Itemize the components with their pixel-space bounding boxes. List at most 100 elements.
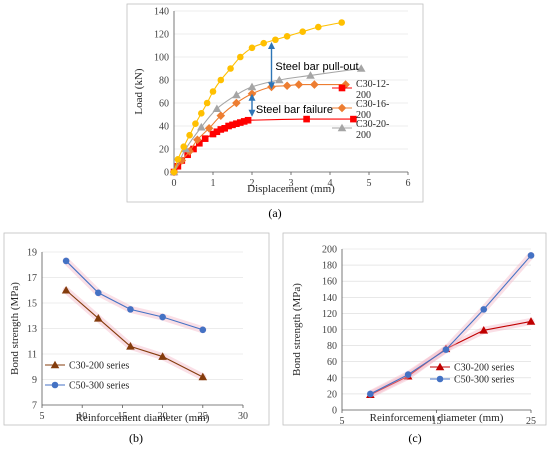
chart-c-series-1-point	[527, 252, 535, 259]
chart-a-y-axis-label: Load (kN)	[133, 68, 145, 114]
chart-c-y-tick-label: 200	[322, 245, 337, 256]
chart-b-y-tick-label: 17	[27, 273, 37, 284]
chart-a-series-3-point	[203, 99, 211, 107]
chart-a-series-0-point	[209, 130, 217, 138]
chart-c-x-tick-label: 5	[340, 416, 345, 427]
chart-a-series-3-point	[170, 168, 178, 176]
chart-b-series-1-point	[159, 313, 166, 321]
chart-a-y-tick-label: 140	[154, 7, 169, 18]
panel-a-frame	[126, 3, 424, 203]
chart-a-series-0-point	[303, 115, 310, 123]
chart-c-legend-1-swatch-marker	[436, 375, 444, 383]
chart-a-series-0-point	[196, 139, 203, 147]
chart-a-x-tick-label: 1	[211, 178, 216, 189]
chart-a-series-1-point	[216, 111, 226, 120]
chart-b-series-1-point	[62, 257, 70, 265]
chart-c-y-tick-label: 80	[327, 341, 337, 352]
chart-c-y-tick-label: 60	[327, 357, 337, 368]
chart-a-legend-2-label: C30-20-200	[356, 119, 389, 141]
chart-c-series-1-point	[404, 371, 412, 378]
chart-b-series-1-point	[127, 306, 134, 313]
panel-label-a: (a)	[268, 206, 281, 220]
chart-a-series-0-point	[240, 118, 248, 125]
chart-c-series-1-point	[367, 390, 374, 398]
chart-a-x-tick-label: 6	[406, 178, 411, 189]
chart-b-y-tick-label: 11	[27, 350, 37, 361]
chart-c-x-axis-label: Reinforcement diameter (mm)	[370, 412, 504, 424]
chart-a-legend-1-label: C30-16-200	[356, 99, 389, 121]
chart-c-x-tick-label: 25	[526, 416, 536, 427]
chart-b-x-tick-label: 5	[40, 411, 45, 422]
chart-a-series-2-point	[197, 122, 206, 131]
chart-b-x-tick-label: 10	[77, 411, 87, 422]
chart-b-legend-0-label: C30-200 series	[69, 361, 129, 372]
chart-a-series-1-point	[310, 80, 319, 89]
chart-a-series-3-point	[272, 36, 279, 44]
chart-a-series-0-point	[201, 135, 209, 142]
chart-a-series-0-point	[221, 125, 228, 132]
chart-c-series-1-point	[480, 306, 488, 313]
chart-a-legend-2-swatch-marker	[337, 123, 347, 132]
chart-a-series-2-point	[356, 64, 366, 72]
chart-a-series-1-point	[232, 98, 241, 108]
chart-b-x-tick-label: 30	[238, 411, 248, 422]
chart-b-x-tick-label: 20	[158, 411, 168, 422]
chart-a-series-3-point	[260, 39, 268, 47]
chart-a-series-3-point	[237, 53, 244, 61]
panel-c-frame	[282, 232, 547, 426]
chart-c-legend-1-label: C50-300 series	[454, 375, 514, 386]
chart-a-y-tick-label: 60	[159, 99, 169, 110]
chart-a-series-3-point	[198, 110, 205, 117]
chart-a-series-0-point	[233, 120, 240, 127]
chart-a-x-axis-label: Displacement (mm)	[247, 183, 335, 195]
chart-a-series-0-point	[184, 151, 191, 159]
chart-b-series-0-point	[198, 372, 208, 381]
chart-c-legend-0-label: C30-200 series	[454, 363, 514, 374]
chart-panel-b: 7 9 11 13 15 17 19 5 10 15 20 25 30 Reinforcement dia…	[9, 248, 248, 425]
chart-a-series-1-point	[282, 81, 292, 91]
chart-b-series-1-line	[65, 260, 203, 331]
chart-c-y-axis-label: Bond strength (MPa)	[291, 283, 303, 376]
chart-a-legend-0-label: C30-12-200	[356, 79, 389, 101]
chart-a-series-0-point	[244, 116, 252, 124]
chart-c-y-tick-label: 20	[327, 389, 337, 400]
chart-c-series-0-point	[479, 326, 489, 334]
chart-b-y-tick-label: 15	[27, 299, 37, 310]
chart-a-series-3-line	[173, 21, 342, 173]
chart-a-series-0-point	[237, 119, 244, 126]
chart-c-y-tick-label: 0	[332, 406, 337, 417]
chart-a-legend-1-swatch-marker	[337, 103, 347, 113]
chart-a-series-0-point	[229, 121, 236, 129]
chart-a-series-3-point	[209, 88, 217, 95]
chart-c-y-tick-label: 160	[322, 277, 337, 288]
chart-c-series-0-point	[526, 317, 536, 325]
chart-a-series-0-point	[213, 128, 221, 136]
chart-c-y-tick-label: 100	[322, 325, 337, 336]
chart-a-series-3-point	[248, 44, 256, 52]
chart-c-y-tick-label: 40	[327, 373, 337, 384]
chart-a-series-1-point	[294, 80, 304, 89]
chart-a-series-0-point	[350, 115, 357, 123]
chart-a-series-2-point	[275, 75, 284, 84]
chart-b-legend-0-swatch-marker	[50, 360, 60, 369]
panel-label-c: (c)	[408, 431, 421, 445]
chart-b-x-tick-label: 15	[117, 411, 127, 422]
chart-b-series-1-point	[94, 289, 102, 297]
chart-a-annotation-0-label: Steel bar pull-out	[275, 61, 358, 73]
chart-b-x-tick-label: 25	[198, 411, 208, 422]
chart-a-y-tick-label: 0	[164, 168, 169, 179]
chart-c-x-tick-label: 15	[432, 416, 442, 427]
panel-b-frame	[3, 232, 270, 426]
chart-c-legend-0-swatch-marker	[435, 362, 445, 371]
chart-b-series-0-point	[93, 314, 103, 322]
chart-a-annotation-1-label: Steel bar failure	[256, 104, 333, 116]
chart-a-series-0-point	[217, 126, 225, 133]
chart-panel-a: 0 20 40 60 80 100 120 140 0 1 2 3 4 5 6 Displacement (m…	[133, 7, 411, 196]
chart-a-series-2-point	[306, 71, 315, 79]
chart-a-y-tick-label: 80	[159, 76, 169, 87]
chart-a-series-1-point	[185, 147, 194, 156]
chart-a-series-0-point	[225, 122, 232, 130]
chart-a-annotation-0-arrow-head-top	[268, 42, 275, 50]
chart-c-y-tick-label: 180	[322, 261, 337, 272]
